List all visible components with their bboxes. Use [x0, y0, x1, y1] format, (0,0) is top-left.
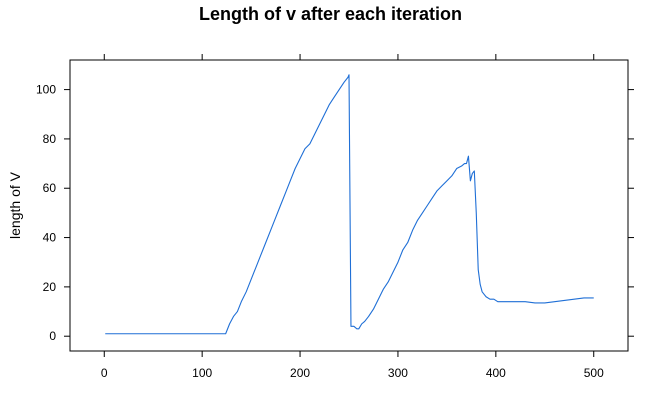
series-line: [105, 74, 594, 335]
x-tick-label: 200: [290, 366, 310, 380]
y-tick-label: 40: [43, 231, 57, 245]
y-tick-label: 60: [43, 181, 57, 195]
x-tick-label: 100: [192, 366, 212, 380]
y-axis-label: length of V: [7, 171, 23, 239]
axis-ticks: [64, 54, 634, 357]
y-tick-label: 80: [43, 132, 57, 146]
x-tick-label: 0: [101, 366, 108, 380]
x-tick-labels: 0 100 200 300 400 500: [101, 366, 604, 380]
x-tick-label: 400: [486, 366, 506, 380]
x-tick-label: 300: [388, 366, 408, 380]
y-tick-label: 100: [36, 83, 56, 97]
y-tick-label: 20: [43, 280, 57, 294]
x-tick-label: 500: [584, 366, 604, 380]
chart-title: Length of v after each iteration: [198, 4, 463, 24]
plot-frame: [69, 59, 629, 352]
y-tick-labels: 0 20 40 60 80 100: [36, 83, 56, 344]
y-tick-label: 0: [49, 329, 56, 343]
